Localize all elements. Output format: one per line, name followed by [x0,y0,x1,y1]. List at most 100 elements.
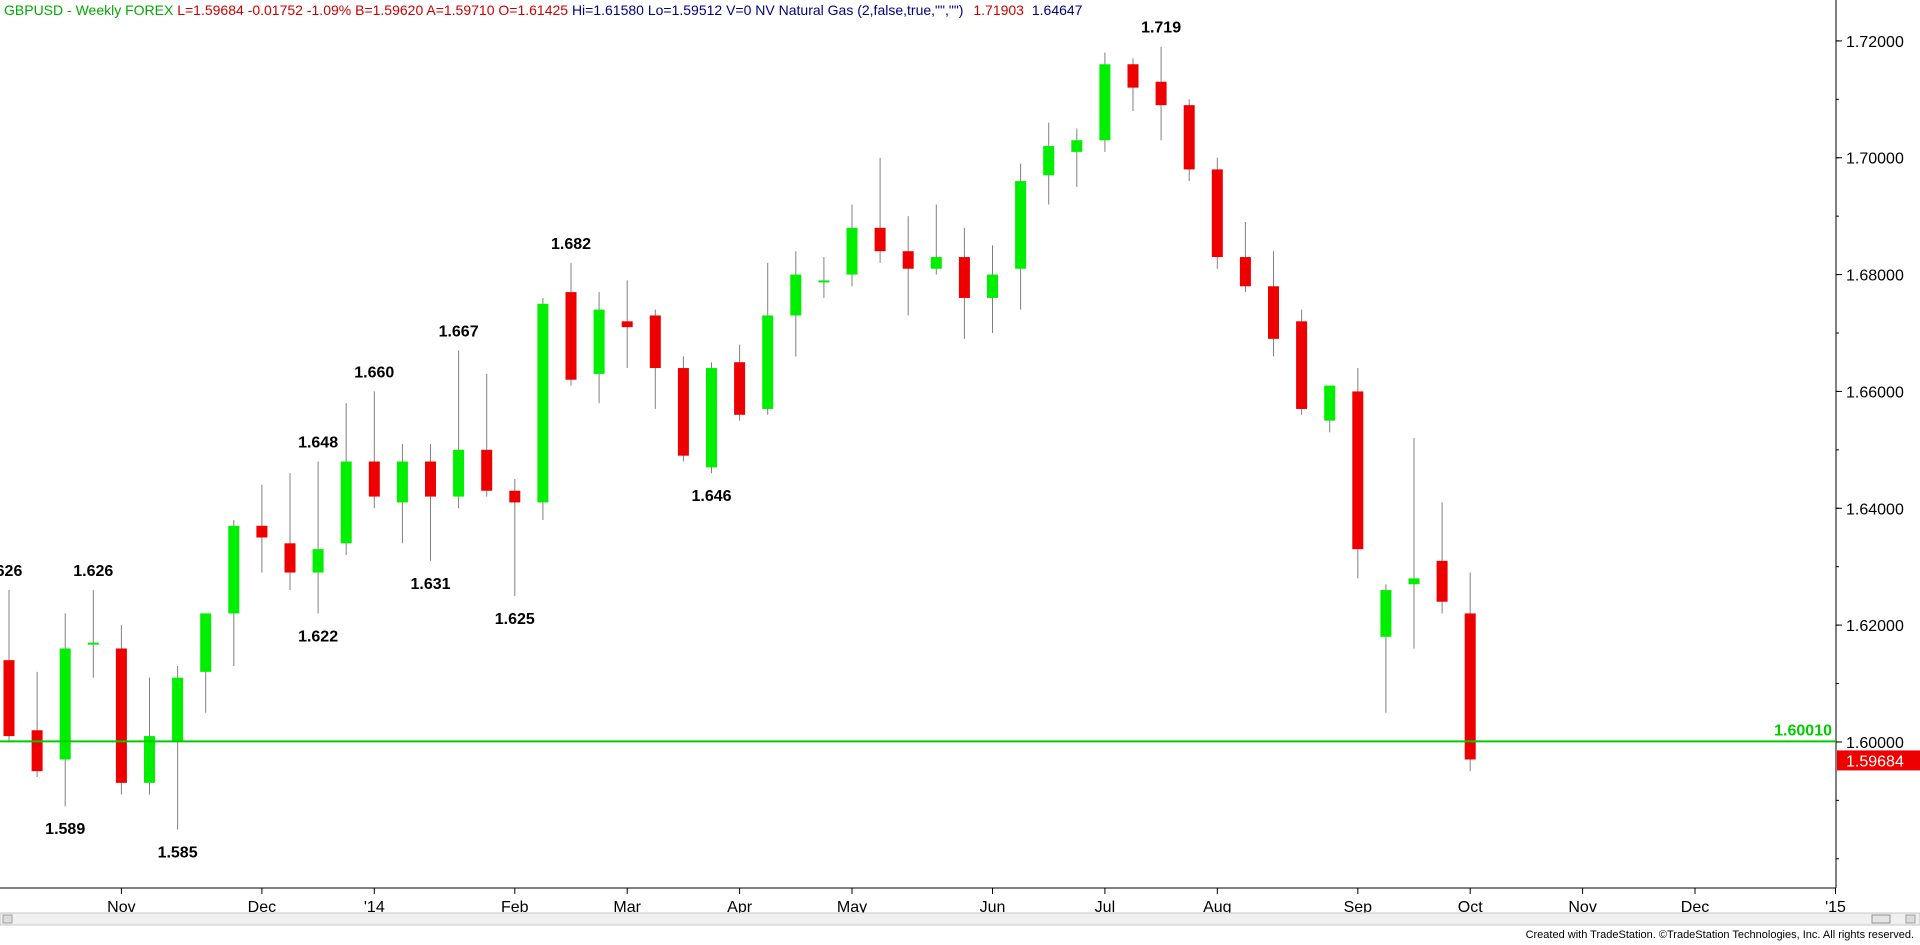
candle-down [3,660,15,737]
change-label: -0.01752 [247,2,303,18]
candle-down [31,730,43,772]
candles-layer [3,46,1476,830]
y-tick-label: 1.64000 [1846,501,1904,518]
x-tick-label: '14 [364,899,385,916]
candle-up [762,315,774,409]
candle-up [172,677,184,742]
candle-down [874,227,886,252]
x-tick-label: Feb [501,899,529,916]
price-annotation: 1.648 [298,435,338,452]
price-annotation: 1.660 [354,364,394,381]
candle-up [340,461,352,544]
x-axis: Nov Dec '14 Feb Mar Apr May Jun Jul Aug Sep Oct Nov D… [107,888,1846,916]
candle-down [565,292,577,380]
x-tick-label: Aug [1203,899,1231,916]
x-tick-label: Dec [1681,899,1709,916]
candle-up [1408,578,1420,585]
last-price-tag-label: 1.59684 [1846,753,1904,770]
candle-down [425,461,436,497]
candle-down [1155,81,1167,106]
volume-label: V=0 [726,2,752,18]
price-annotation: 1.622 [298,628,338,645]
high-label: Hi=1.61580 [571,2,644,18]
x-tick-label: Sep [1344,899,1373,916]
y-tick-label: 1.60000 [1846,735,1904,752]
x-tick-label: May [837,899,867,916]
y-tick-label: 1.68000 [1846,268,1904,285]
candle-down [368,461,380,497]
candle-up [593,309,605,374]
support-label: 1.60010 [1774,722,1832,739]
candle-up [790,274,802,316]
candle-down [509,490,521,503]
candle-down [621,321,633,328]
x-tick-label: Apr [727,899,753,916]
candle-down [1436,560,1448,602]
candle-down [1127,64,1139,88]
horizontal-scrollbar [0,912,1920,926]
candle-up [1043,146,1055,176]
candle-down [1352,391,1364,550]
open-label: O=1.61425 [498,2,569,18]
annotations-layer: 626 1.589 1.626 1.585 1.622 1.648 1.660 1.631 1.… [0,20,1181,862]
candle-up [1099,64,1111,141]
candle-up [59,648,71,760]
candle-up [1324,385,1336,421]
candle-up [87,642,99,645]
scroll-left-arrow [2,914,13,924]
candle-up [396,461,408,503]
chart-frame [0,0,1837,889]
price-annotation: 1.646 [691,488,731,505]
candle-up [987,274,998,298]
y-tick-label: 1.62000 [1846,618,1904,635]
price-annotation: 1.585 [158,845,198,862]
candle-up [930,257,942,269]
price-annotation: 1.625 [495,611,535,628]
y-axis: 1.72000 1.70000 1.68000 1.66000 1.64000 1.620… [1836,34,1920,860]
price-annotation: 1.631 [410,576,450,593]
candle-down [902,251,914,269]
low-label: Lo=1.59512 [647,2,723,18]
x-tick-label: Oct [1458,899,1483,916]
candle-up [144,736,155,783]
candle-down [1296,321,1308,409]
candle-down [677,368,689,456]
candle-up [312,549,324,573]
ask-label: A=1.59710 [426,2,495,18]
candle-down [1268,286,1279,339]
candle-down [649,315,661,369]
y-tick-label: 1.70000 [1846,151,1904,168]
price-annotation: 1.719 [1141,20,1181,37]
candle-up [537,303,549,503]
candle-down [734,362,746,415]
scroll-thumb [1871,914,1891,924]
candle-up [706,368,717,468]
change-pct-label: -1.09% [306,2,352,18]
price-annotation: 1.667 [439,324,479,341]
candle-down [256,525,268,538]
x-tick-label: Dec [248,899,276,916]
candle-up [1380,590,1392,637]
candle-up [1015,181,1027,269]
scroll-right-arrow [1905,914,1916,924]
candle-up [200,613,212,672]
chart-header: GBPUSD - Weekly FOREX L=1.59684 -0.01752… [4,2,1082,18]
y-tick-label: 1.72000 [1846,34,1904,51]
indicator-value-2: 1.64647 [1031,2,1083,18]
indicator-value-1: 1.71903 [973,2,1024,18]
candle-up [453,449,465,497]
candle-down [958,257,970,298]
last-price-label: L=1.59684 [177,2,244,18]
price-annotation: 626 [0,563,22,580]
bid-label: B=1.59620 [355,2,424,18]
x-tick-label: Jul [1095,899,1115,916]
x-tick-label: Nov [107,899,135,916]
overlay-layer: 1.60010 [0,722,1920,926]
candle-down [1239,257,1251,287]
copyright-footer: Created with TradeStation. ©TradeStation… [1525,929,1914,941]
x-tick-label: Nov [1568,899,1596,916]
candle-down [1183,105,1195,170]
x-tick-label: Mar [613,899,641,916]
last-price-tag [1837,750,1920,771]
